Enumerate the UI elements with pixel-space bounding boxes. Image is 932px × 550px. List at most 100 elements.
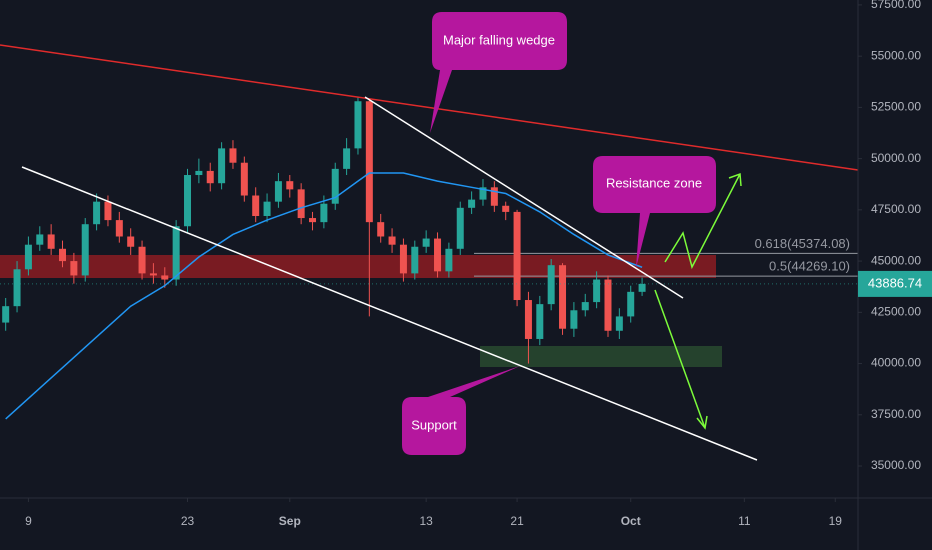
candle-body [581,302,589,311]
y-tick-label: 57500.00 [871,0,921,11]
fib-label: 0.618(45374.08) [755,236,850,251]
candle-body [47,234,55,249]
callout: Resistance zone [593,156,716,268]
y-tick-label: 45000.00 [871,253,921,267]
candle-body [229,148,237,163]
candle-body [343,148,351,169]
x-tick-label: Oct [621,514,641,528]
price-tag-label: 43886.74 [868,275,922,290]
y-tick-label: 35000.00 [871,458,921,472]
x-tick-label: 13 [419,514,433,528]
candle-body [615,316,623,331]
y-tick-label: 40000.00 [871,356,921,370]
candle-body [422,238,430,247]
arrow-head [696,415,708,430]
candle-body [218,148,226,184]
candle-body [274,181,282,202]
x-tick-label: 19 [829,514,843,528]
candle-body [456,207,464,249]
annotation: Resistance zone [606,175,702,190]
x-tick-label: 9 [25,514,32,528]
candle-body [24,244,32,270]
candle-body [104,201,112,221]
candle-body [93,201,101,225]
candle-body [445,248,453,272]
candle-body [513,211,521,301]
y-tick-label: 37500.00 [871,407,921,421]
candle-body [377,222,385,237]
x-tick-label: 23 [181,514,195,528]
candle-body [570,310,578,329]
candle-body [36,234,44,245]
candle-body [13,269,21,307]
candle-body [184,175,192,227]
candle-body [388,236,396,245]
candle-body [354,101,362,149]
candle-body [627,291,635,317]
resistance-zone [0,255,716,278]
candle-body [138,246,146,274]
candle-body [320,203,328,223]
annotation: Support [411,417,457,432]
candle-body [59,248,67,262]
candle-body [252,195,260,217]
candle-body [559,265,567,329]
candle-body [127,236,135,247]
candle-body [502,205,510,212]
candle-body [479,187,487,200]
support-zone [480,346,722,367]
callout: Major falling wedge [430,12,567,133]
wedge-upper-line [364,96,684,299]
candle-body [70,261,78,276]
candle-body [399,244,407,274]
wedge-lower-line [21,166,758,461]
candle-body [524,300,532,339]
candle-body [149,273,157,276]
candle-body [468,199,476,208]
bull-arrow [664,173,741,270]
x-tick-label: Sep [279,514,301,528]
candle-body [81,224,89,276]
candle-body [593,279,601,303]
x-tick-label: 11 [738,514,751,528]
candle-body [2,306,10,323]
candle-body [263,201,271,217]
candle-body [240,162,248,196]
callout-box [402,366,520,455]
candle-body [365,101,373,223]
x-tick-label: 21 [510,514,524,528]
drawings: Major falling wedge Resistance zone Supp… [0,12,859,461]
candle-body [172,226,180,280]
candle-body [206,170,214,184]
arrow-head [728,172,742,187]
candle-body [547,265,555,305]
candle-body [115,220,123,237]
candle-body [604,279,612,331]
candle-body [161,275,169,280]
candle-body [536,304,544,339]
y-tick-label: 42500.00 [871,304,921,318]
candle-body [309,218,317,223]
callout-box [430,12,567,133]
candle-body [411,246,419,274]
candle-body [286,181,294,190]
bear-arrow [654,289,706,429]
price-tag [858,270,932,297]
y-tick-label: 52500.00 [871,100,921,114]
candle-body [434,238,442,272]
y-tick-label: 47500.00 [871,202,921,216]
annotation: Major falling wedge [443,32,555,47]
candle-body [297,189,305,219]
callout: Support [402,366,520,455]
y-tick-label: 55000.00 [871,48,921,62]
moving-average [5,172,643,420]
y-tick-label: 50000.00 [871,151,921,165]
candle-body [638,283,646,292]
trend-line [0,44,859,171]
callout-box [593,156,716,268]
candle-body [490,187,498,206]
candle-body [195,170,203,176]
plot-area: 0.618(45374.08) 0.5(44269.10) [0,97,858,420]
